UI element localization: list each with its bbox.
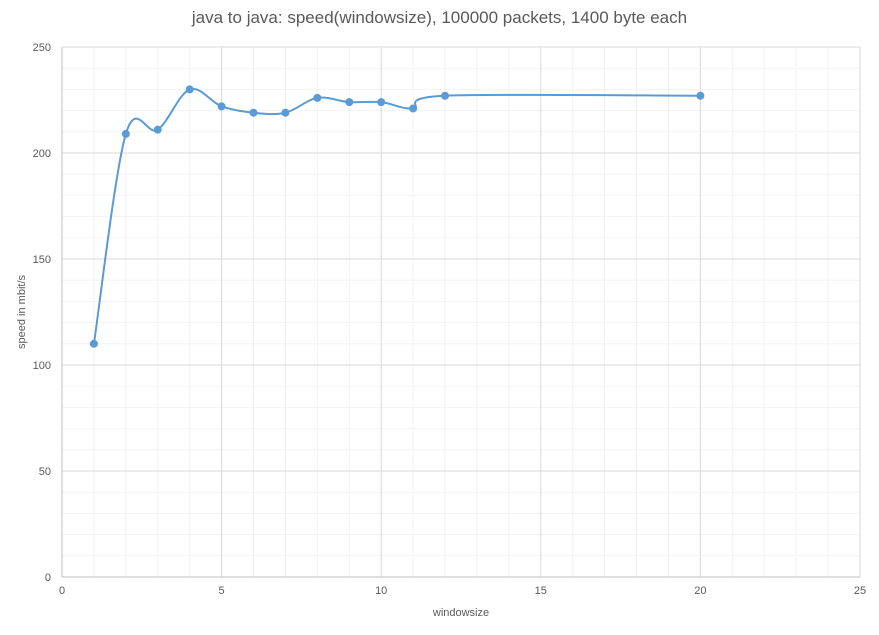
x-tick-label: 15 (535, 585, 547, 597)
y-axis-title: speed in mbit/s (16, 275, 28, 349)
x-tick-label: 10 (375, 585, 387, 597)
major-gridlines (62, 46, 861, 577)
data-point (121, 129, 130, 138)
data-point (89, 339, 98, 348)
x-tick-label: 20 (694, 585, 706, 597)
x-tick-label: 0 (59, 585, 65, 597)
data-point (696, 91, 705, 100)
y-tick-label: 50 (39, 466, 51, 478)
data-point (313, 93, 322, 102)
data-point (281, 108, 290, 117)
data-point (249, 108, 258, 117)
x-tick-label: 25 (854, 585, 866, 597)
y-tick-label: 100 (33, 360, 51, 372)
y-tick-label: 150 (33, 254, 51, 266)
x-tick-label: 5 (219, 585, 225, 597)
data-points (89, 85, 705, 348)
data-point (409, 104, 418, 113)
axes (61, 47, 860, 578)
data-point (441, 91, 450, 100)
chart-title: java to java: speed(windowsize), 100000 … (191, 8, 688, 27)
x-axis-title: windowsize (432, 607, 489, 619)
data-point (377, 98, 386, 107)
y-tick-label: 0 (45, 572, 51, 584)
data-point (345, 98, 354, 107)
data-point (217, 102, 226, 111)
y-tick-label: 200 (33, 148, 51, 160)
y-tick-label: 250 (33, 42, 51, 54)
minor-gridlines (62, 47, 860, 577)
data-point (185, 85, 194, 94)
data-point (153, 125, 162, 134)
